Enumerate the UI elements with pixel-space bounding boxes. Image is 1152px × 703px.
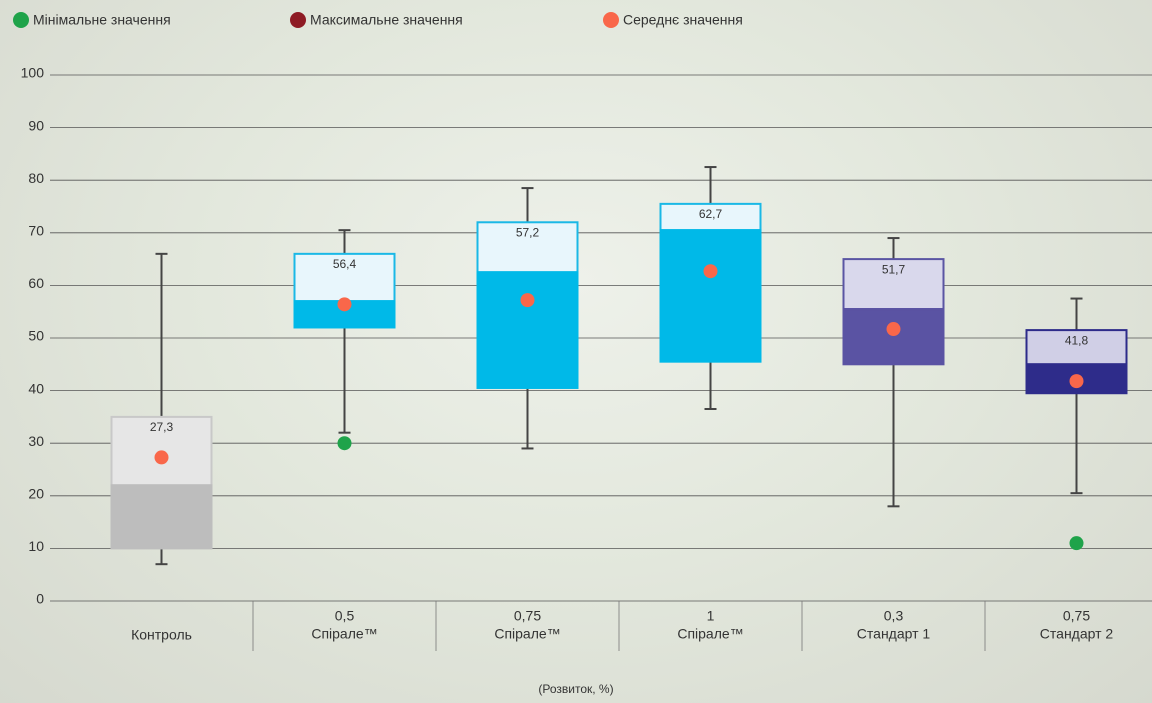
y-tick-label: 70: [28, 223, 44, 239]
legend-label: Мінімальне значення: [33, 12, 171, 28]
x-tick-label: 0,3: [884, 608, 904, 624]
y-tick-label: 50: [28, 328, 44, 344]
mean-label: 56,4: [333, 257, 357, 271]
mean-label: 27,3: [150, 420, 174, 434]
x-tick-label: Стандарт 1: [857, 626, 931, 642]
legend-marker: [290, 12, 306, 28]
legend-marker: [603, 12, 619, 28]
box-upper: [476, 221, 579, 274]
min-outlier: [1069, 536, 1084, 551]
mean-dot: [520, 293, 535, 308]
box-upper: [293, 252, 396, 303]
x-tick-label: 0,75: [514, 608, 541, 624]
legend-marker: [13, 12, 29, 28]
mean-label: 57,2: [516, 225, 540, 239]
x-axis-label: (Розвиток, %): [538, 682, 613, 696]
mean-dot: [1069, 374, 1084, 389]
box-upper: [659, 202, 762, 232]
box-upper: [842, 258, 945, 311]
min-outlier: [337, 436, 352, 451]
box-lower: [476, 271, 579, 389]
x-tick-label: Спірале™: [494, 626, 560, 642]
mean-dot: [154, 450, 169, 465]
mean-dot: [337, 297, 352, 312]
x-tick-label: 0,75: [1063, 608, 1090, 624]
x-tick-label: Спірале™: [311, 626, 377, 642]
box-lower: [110, 484, 213, 550]
box-lower: [659, 229, 762, 363]
x-tick-label: Контроль: [131, 627, 192, 643]
x-tick-label: 1: [707, 608, 715, 624]
x-tick-label: Стандарт 2: [1040, 626, 1114, 642]
mean-dot: [886, 322, 901, 337]
y-tick-label: 0: [36, 591, 44, 607]
x-tick-label: 0,5: [335, 608, 355, 624]
mean-label: 41,8: [1065, 333, 1089, 347]
y-tick-label: 40: [28, 380, 44, 396]
x-tick-label: Спірале™: [677, 626, 743, 642]
mean-label: 62,7: [699, 207, 723, 221]
y-tick-label: 10: [28, 538, 44, 554]
legend-label: Максимальне значення: [310, 12, 463, 28]
y-tick-label: 30: [28, 433, 44, 449]
y-tick-label: 80: [28, 170, 44, 186]
y-tick-label: 100: [21, 65, 45, 81]
mean-dot: [703, 264, 718, 279]
y-tick-label: 60: [28, 275, 44, 291]
legend-label: Середнє значення: [623, 12, 743, 28]
y-tick-label: 90: [28, 117, 44, 133]
box-lower: [1025, 363, 1128, 395]
y-tick-label: 20: [28, 486, 44, 502]
box-lower: [842, 308, 945, 366]
mean-label: 51,7: [882, 262, 906, 276]
